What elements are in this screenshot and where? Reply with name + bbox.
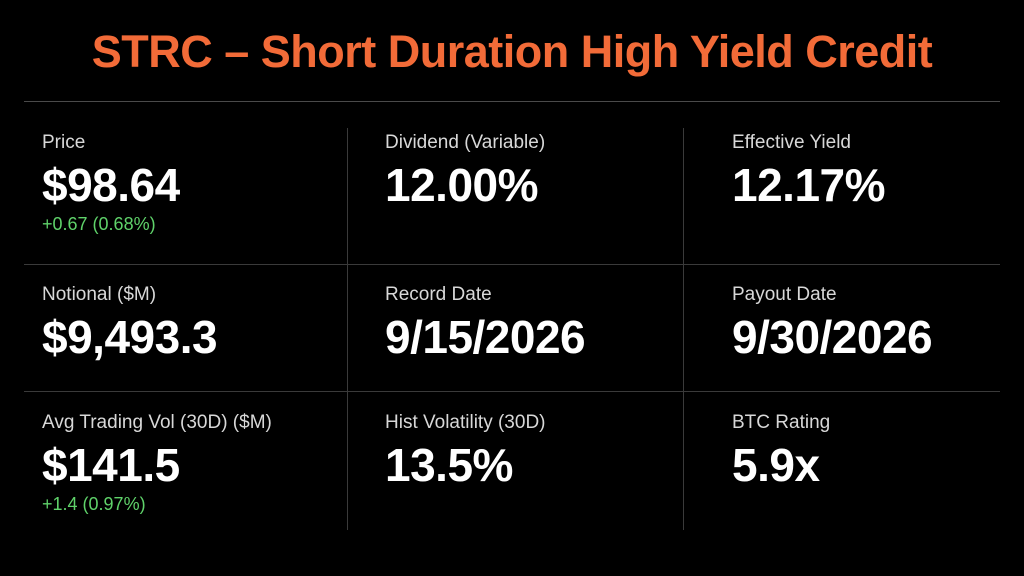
divider — [24, 264, 1000, 265]
metric-cell: Record Date 9/15/2026 — [367, 280, 586, 364]
divider — [24, 391, 1000, 392]
divider — [24, 101, 1000, 102]
metric-value: 12.00% — [385, 159, 539, 211]
metric-value: $9,493.3 — [42, 311, 218, 363]
metric-label: Record Date — [385, 284, 492, 305]
metric-cell: Dividend (Variable) 12.00% — [367, 128, 545, 212]
metric-label: Payout Date — [732, 284, 837, 305]
metric-cell: Notional ($M) $9,493.3 — [24, 280, 218, 364]
metric-value: 9/30/2026 — [732, 311, 933, 363]
metric-value: $98.64 — [42, 159, 180, 211]
metric-label: BTC Rating — [732, 412, 831, 433]
metric-cell: Avg Trading Vol (30D) ($M) $141.5 +1.4 (0.… — [24, 408, 272, 515]
metric-label: Price — [42, 132, 86, 153]
metrics-grid: Price $98.64 +0.67 (0.68%) Dividend (Variab… — [24, 128, 1000, 530]
metric-cell: Payout Date 9/30/2026 — [714, 280, 933, 364]
metric-change: +1.4 (0.97%) — [42, 494, 146, 514]
title: STRC – Short Duration High Yield Credit — [91, 26, 933, 77]
metric-cell: Price $98.64 +0.67 (0.68%) — [24, 128, 180, 235]
metric-label: Dividend (Variable) — [385, 132, 546, 153]
metric-cell: BTC Rating 5.9x — [714, 408, 830, 492]
metric-change: +0.67 (0.68%) — [42, 214, 156, 234]
metric-label: Avg Trading Vol (30D) ($M) — [42, 412, 272, 433]
metric-value: 5.9x — [732, 439, 820, 491]
metric-value: 12.17% — [732, 159, 886, 211]
divider — [347, 128, 348, 530]
metric-value: 13.5% — [385, 439, 513, 491]
metric-label: Notional ($M) — [42, 284, 157, 305]
metric-value: $141.5 — [42, 439, 180, 491]
metric-label: Hist Volatility (30D) — [385, 412, 546, 433]
metric-value: 9/15/2026 — [385, 311, 586, 363]
metric-label: Effective Yield — [732, 132, 852, 153]
metric-cell: Hist Volatility (30D) 13.5% — [367, 408, 546, 492]
metric-cell: Effective Yield 12.17% — [714, 128, 886, 212]
divider — [683, 128, 684, 530]
